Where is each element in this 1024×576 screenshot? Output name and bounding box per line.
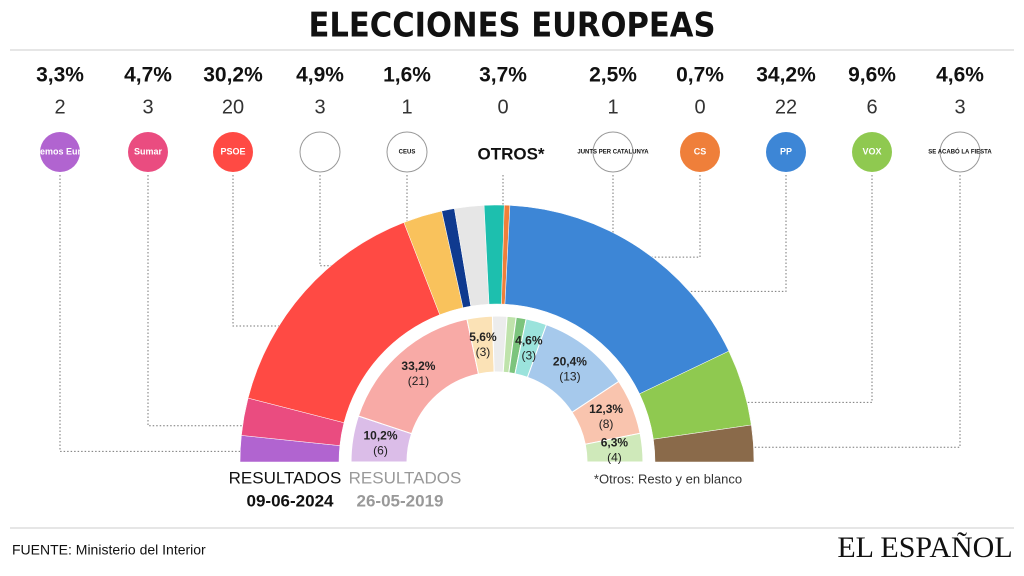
brand: EL ESPAÑOL <box>837 531 1012 564</box>
party-logo <box>680 132 720 172</box>
rings: 10,2%(6)33,2%(21)5,6%(3)4,6%(3) 20,4%(13)… <box>239 204 755 465</box>
leader-line <box>693 175 873 403</box>
party-logo <box>128 132 168 172</box>
party-label: VOX <box>862 146 881 156</box>
value-label: 5,6% <box>469 330 497 344</box>
seat-label: (13) <box>559 369 580 383</box>
party-logo <box>766 132 806 172</box>
seat-label: (21) <box>408 374 429 388</box>
percent-label: 4,6% <box>936 64 984 87</box>
note: *Otros: Resto y en blanco <box>594 471 742 486</box>
value-label: 12,3% <box>589 402 623 416</box>
party-logo <box>939 131 981 173</box>
value-label: 6,3% <box>601 436 629 450</box>
seat-count: 0 <box>694 96 705 118</box>
percent-label: 9,6% <box>848 64 896 87</box>
seat-count: 20 <box>222 96 244 118</box>
seat-count: 2 <box>54 96 65 118</box>
ring-label: RESULTADOS <box>349 468 462 487</box>
party-logo <box>213 132 253 172</box>
value-label: 4,6% <box>515 334 543 348</box>
percent-label: 30,2% <box>203 64 263 87</box>
party-label: Podemos Europa <box>23 146 98 156</box>
segment <box>653 424 755 463</box>
percent-label: 3,3% <box>36 64 84 87</box>
seat-label: (6) <box>373 443 388 457</box>
party-label: CS <box>694 146 707 156</box>
percent-label: 1,6% <box>383 64 431 87</box>
legend: 3,3% 2 Podemos Europa 4,7% 3 Sumar 30,2% 20 PSOE… <box>23 64 992 173</box>
party-label: SE ACABÓ LA FIESTA <box>928 148 992 156</box>
party-label: PP <box>780 146 792 156</box>
percent-label: 2,5% <box>589 64 637 87</box>
party-label: PSOE <box>220 146 245 156</box>
party-logo <box>386 131 428 173</box>
value-label: 10,2% <box>363 428 397 442</box>
party-label: Sumar <box>134 146 163 156</box>
value-label: 33,2% <box>401 359 435 373</box>
party-logo <box>852 132 892 172</box>
value-label: 20,4% <box>553 354 587 368</box>
leader-line <box>610 175 787 292</box>
seat-label: (3) <box>522 349 537 363</box>
percent-label: 4,9% <box>296 64 344 87</box>
seat-label: (4) <box>607 451 622 465</box>
ring-date: 09-06-2024 <box>247 491 335 510</box>
seat-count: 3 <box>314 96 325 118</box>
party-label: CEUS <box>399 150 416 156</box>
party-logo <box>592 131 634 173</box>
source: FUENTE: Ministerio del Interior <box>12 542 206 558</box>
percent-label: 3,7% <box>479 64 527 87</box>
seat-count: 1 <box>401 96 412 118</box>
party-logo <box>40 132 80 172</box>
percent-label: 34,2% <box>756 64 816 87</box>
seat-count: 6 <box>866 96 877 118</box>
ring-label: RESULTADOS <box>229 468 342 487</box>
seat-label: (3) <box>476 345 491 359</box>
leader-line <box>701 175 961 448</box>
segment <box>584 432 644 463</box>
party-logo <box>299 131 341 173</box>
seat-count: 22 <box>775 96 797 118</box>
percent-label: 0,7% <box>676 64 724 87</box>
ring-date: 26-05-2019 <box>357 491 444 510</box>
segment <box>504 205 730 395</box>
seat-count: 3 <box>954 96 965 118</box>
seat-count: 0 <box>497 96 508 118</box>
percent-label: 4,7% <box>124 64 172 87</box>
seat-count: 1 <box>607 96 618 118</box>
leader-line <box>59 175 293 452</box>
party-label: OTROS* <box>477 144 544 163</box>
title: ELECCIONES EUROPEAS <box>308 6 715 46</box>
seat-label: (8) <box>599 417 614 431</box>
seat-count: 3 <box>142 96 153 118</box>
party-label: JUNTS PER CATALUNYA <box>577 150 649 156</box>
